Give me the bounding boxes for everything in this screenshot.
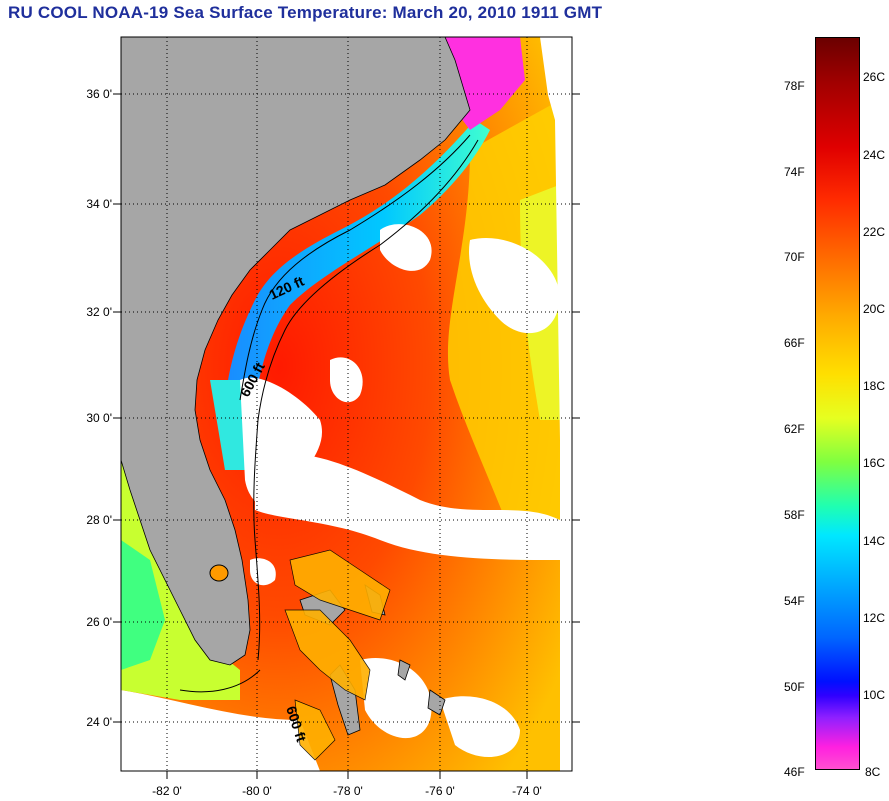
colorbar-f-46: 46F bbox=[784, 765, 805, 779]
temperature-colorbar bbox=[815, 37, 860, 770]
clouds bbox=[121, 224, 560, 771]
lat-label-24: 24 0' bbox=[86, 715, 112, 729]
colorbar-f-70: 70F bbox=[784, 250, 805, 264]
swath-edge bbox=[540, 37, 572, 771]
gulf-water-cool bbox=[121, 540, 165, 670]
colorbar-c-10: 10C bbox=[863, 688, 886, 702]
contour-120ft bbox=[239, 134, 471, 401]
map-title: RU COOL NOAA-19 Sea Surface Temperature:… bbox=[8, 3, 603, 22]
colorbar-f-78: 78F bbox=[784, 79, 805, 93]
shelf-water-south bbox=[210, 380, 250, 470]
contour-keys bbox=[179, 669, 261, 693]
map-frame bbox=[120, 36, 573, 772]
colorbar-f-66: 66F bbox=[784, 336, 805, 350]
contour-600ft bbox=[253, 139, 479, 661]
lon-label-80: -80 0' bbox=[242, 784, 272, 798]
colorbar-f-62: 62F bbox=[784, 422, 805, 436]
colorbar-c-18: 18C bbox=[863, 379, 886, 393]
bahamas-banks bbox=[284, 549, 391, 761]
colorbar-c-14: 14C bbox=[863, 534, 886, 548]
lake-okeechobee bbox=[209, 564, 229, 582]
colorbar-f-54: 54F bbox=[784, 594, 805, 608]
colorbar-c-20: 20C bbox=[863, 302, 886, 316]
colorbar-c-26: 26C bbox=[863, 70, 886, 84]
colorbar-f-58: 58F bbox=[784, 508, 805, 522]
land-us-coast bbox=[121, 37, 471, 666]
colorbar-f-74: 74F bbox=[784, 165, 805, 179]
colorbar-c-12: 12C bbox=[863, 611, 886, 625]
lon-label-82: -82 0' bbox=[152, 784, 182, 798]
lat-label-26: 26 0' bbox=[86, 615, 112, 629]
colorbar-c-22: 22C bbox=[863, 225, 886, 239]
lat-label-34: 34 0' bbox=[86, 197, 112, 211]
lat-label-28: 28 0' bbox=[86, 513, 112, 527]
colorbar-c-16: 16C bbox=[863, 456, 886, 470]
colorbar-f-50: 50F bbox=[784, 680, 805, 694]
lon-label-74: -74 0' bbox=[512, 784, 542, 798]
lat-label-36: 36 0' bbox=[86, 87, 112, 101]
ticks bbox=[113, 93, 580, 779]
lon-label-78: -78 0' bbox=[333, 784, 363, 798]
lat-label-30: 30 0' bbox=[86, 411, 112, 425]
colorbar-c-24: 24C bbox=[863, 148, 886, 162]
cold-shelf-water bbox=[225, 120, 490, 400]
lon-label-76: -76 0' bbox=[425, 784, 455, 798]
map-imagery bbox=[121, 37, 572, 771]
lat-label-32: 32 0' bbox=[86, 305, 112, 319]
colorbar-c-8: 8C bbox=[865, 765, 881, 779]
